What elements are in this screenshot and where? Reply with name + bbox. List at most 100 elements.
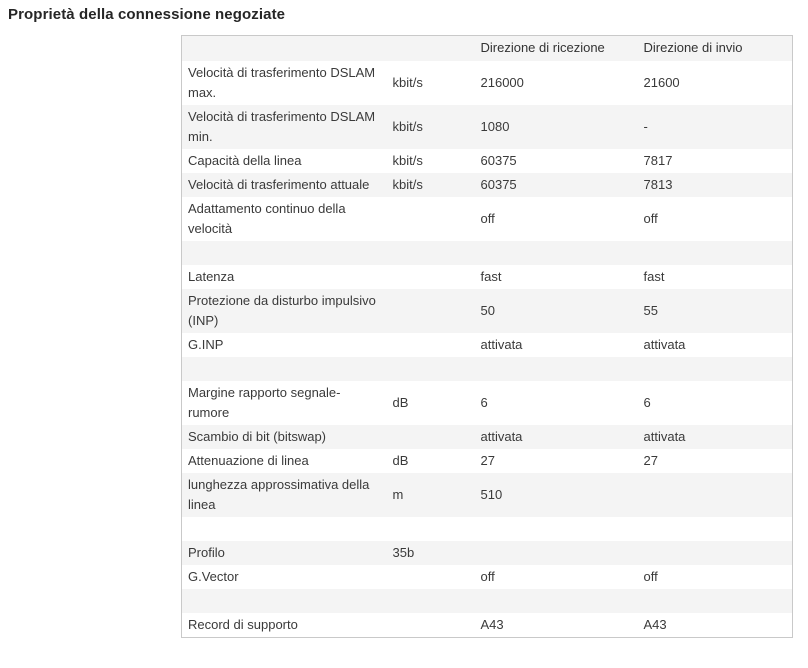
cell-tx: 27: [643, 452, 658, 468]
spacer-row: [181, 356, 793, 381]
cell-unit: dB: [392, 452, 409, 468]
table-row: Velocità di trasferimento DSLAM min. kbit…: [181, 104, 793, 149]
cell-rx: 60375: [480, 176, 517, 192]
table-header-row: Direzione di ricezione Direzione di invi…: [181, 35, 793, 61]
cell-label: lunghezza approssimativa della linea: [188, 476, 370, 512]
negotiated-connection-properties-table: Direzione di ricezione Direzione di invi…: [181, 35, 793, 638]
cell-unit: [387, 197, 475, 241]
cell-rx: 27: [480, 452, 495, 468]
cell-label: Velocità di trasferimento attuale: [188, 176, 370, 192]
cell-unit: kbit/s: [392, 176, 423, 192]
cell-unit: [387, 241, 475, 265]
cell-label: Adattamento continuo della velocità: [188, 200, 346, 236]
cell-unit: [387, 357, 475, 381]
cell-rx: [475, 241, 638, 265]
cell-unit: [387, 589, 475, 613]
table-row: lunghezza approssimativa della linea m 510: [181, 472, 793, 517]
cell-label: Capacità della linea: [188, 152, 302, 168]
cell-label: Velocità di trasferimento DSLAM max.: [188, 64, 376, 100]
cell-unit: [387, 265, 475, 289]
spacer-row: [182, 517, 793, 541]
cell-unit: kbit/s: [392, 118, 423, 134]
cell-tx: attivata: [643, 428, 686, 444]
cell-rx: 60375: [480, 152, 517, 168]
table-row: Profilo 35b: [181, 540, 793, 565]
cell-unit: dB: [392, 394, 409, 410]
table-body: Velocità di trasferimento DSLAM max. kbit…: [181, 61, 793, 638]
cell-unit: [387, 425, 475, 449]
cell-label: G.Vector: [188, 568, 239, 584]
cell-label: [182, 589, 387, 613]
cell-rx: 216000: [480, 74, 524, 90]
cell-rx: [475, 517, 638, 541]
cell-rx: [475, 541, 638, 565]
table-row: G.INP attivata attivata: [182, 333, 793, 357]
cell-label: Attenuazione di linea: [188, 452, 309, 468]
cell-rx: 510: [480, 486, 503, 502]
cell-rx: off: [480, 568, 495, 584]
cell-label: Scambio di bit (bitswap): [188, 428, 326, 444]
cell-label: G.INP: [188, 336, 224, 352]
cell-rx: off: [480, 210, 495, 226]
cell-unit: [387, 517, 475, 541]
cell-label: Profilo: [188, 544, 225, 560]
page-title: Proprietà della connessione negoziate: [8, 6, 286, 23]
table-row: Protezione da disturbo impulsivo (INP) 5…: [181, 288, 793, 333]
cell-rx: [475, 357, 638, 381]
table-row: Capacità della linea kbit/s 60375 7817: [182, 149, 793, 173]
cell-unit: kbit/s: [392, 152, 423, 168]
header-direction-receive: Direzione di ricezione: [480, 40, 605, 56]
cell-unit: [387, 333, 475, 357]
cell-label: [182, 241, 387, 265]
table-row: Record di supporto A43 A43: [182, 613, 793, 638]
cell-unit: [387, 613, 475, 638]
header-label-column: [182, 36, 387, 61]
cell-rx: attivata: [480, 336, 523, 352]
cell-tx: attivata: [643, 336, 686, 352]
cell-tx: [638, 241, 793, 265]
cell-rx: 6: [480, 394, 488, 410]
cell-tx: 7813: [643, 176, 673, 192]
table-row: Velocità di trasferimento attuale kbit/s 6…: [181, 172, 793, 197]
spacer-row: [181, 240, 793, 265]
cell-unit: kbit/s: [392, 74, 423, 90]
cell-unit: [387, 289, 475, 333]
table-row: Scambio di bit (bitswap) attivata attivat…: [181, 424, 793, 449]
cell-label: [182, 357, 387, 381]
cell-unit: 35b: [392, 544, 415, 560]
cell-tx: off: [643, 210, 658, 226]
table-row: G.Vector off off: [182, 565, 793, 589]
cell-label: [182, 517, 387, 541]
table-head: Direzione di ricezione Direzione di invi…: [181, 35, 793, 61]
cell-label: Margine rapporto segnale-rumore: [188, 384, 341, 420]
cell-tx: off: [643, 568, 658, 584]
cell-label: Latenza: [188, 268, 235, 284]
cell-label: Protezione da disturbo impulsivo (INP): [188, 292, 376, 328]
cell-tx: [638, 541, 793, 565]
cell-tx: fast: [643, 268, 665, 284]
table-row: Attenuazione di linea dB 27 27: [182, 449, 793, 473]
spacer-row: [181, 588, 793, 613]
cell-tx: 7817: [643, 152, 673, 168]
cell-tx: [638, 517, 793, 541]
cell-tx: [638, 589, 793, 613]
cell-tx: 55: [643, 302, 658, 318]
cell-tx: A43: [643, 616, 667, 632]
cell-tx: [638, 357, 793, 381]
table-row: Adattamento continuo della velocità off o…: [182, 197, 793, 241]
table-row: Velocità di trasferimento DSLAM max. kbit…: [182, 61, 793, 105]
table-row: Latenza fast fast: [182, 265, 793, 289]
header-unit-column: [387, 36, 475, 61]
header-direction-send: Direzione di invio: [643, 40, 743, 56]
cell-tx: 21600: [643, 74, 680, 90]
cell-label: Velocità di trasferimento DSLAM min.: [188, 108, 376, 144]
cell-tx: [638, 473, 793, 517]
cell-rx: fast: [480, 268, 502, 284]
cell-tx: -: [643, 118, 648, 134]
cell-unit: [387, 565, 475, 589]
cell-label: Record di supporto: [188, 616, 298, 632]
cell-rx: A43: [480, 616, 504, 632]
cell-rx: 50: [480, 302, 495, 318]
table-row: Margine rapporto segnale-rumore dB 6 6: [182, 381, 793, 425]
